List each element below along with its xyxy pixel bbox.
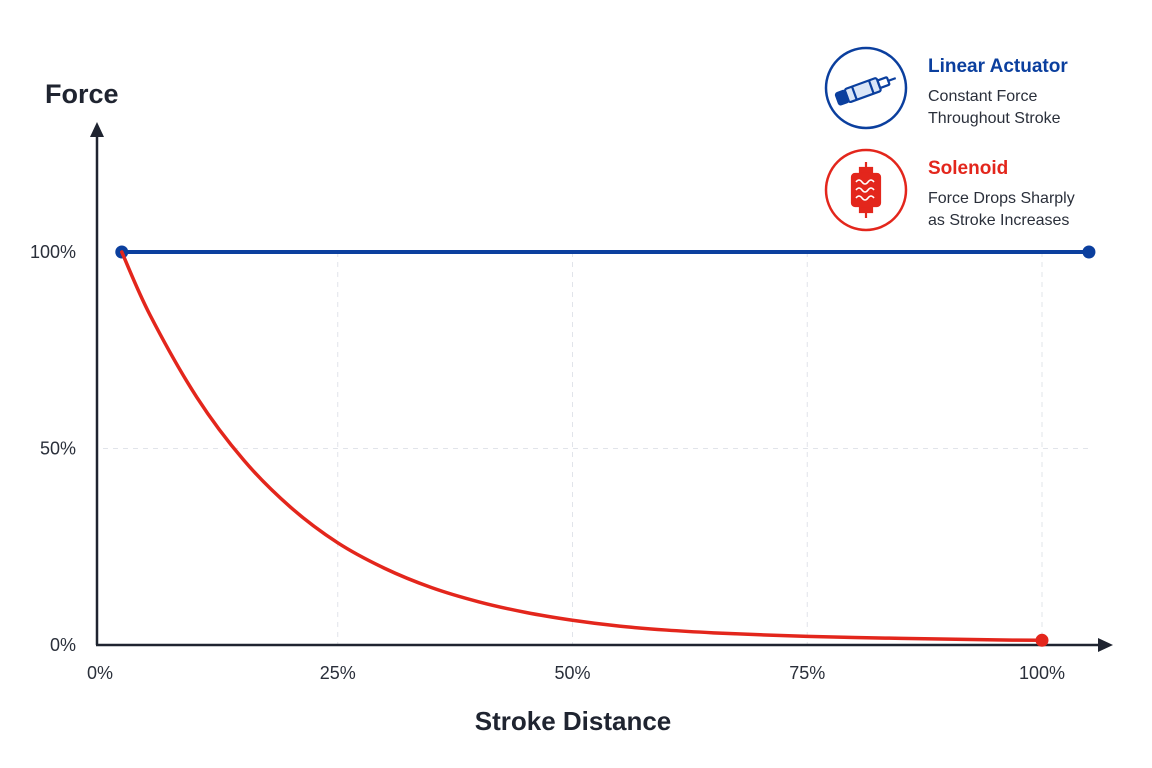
linear-actuator-end-point	[1082, 245, 1096, 259]
x-tick-label: 0%	[87, 663, 113, 683]
y-axis-arrow	[90, 122, 104, 137]
legend-desc-line: Force Drops Sharply	[928, 190, 1075, 207]
y-tick-label: 0%	[50, 635, 76, 655]
axes	[90, 122, 1113, 652]
y-axis-title: Force	[45, 79, 119, 109]
legend-desc-line: Throughout Stroke	[928, 110, 1061, 127]
grid-lines	[103, 252, 1088, 645]
legend-title-solenoid: Solenoid	[928, 158, 1009, 179]
legend-title-linear-actuator: Linear Actuator	[928, 56, 1068, 77]
legend-description-solenoid: Force Drops Sharply as Stroke Increases	[928, 188, 1128, 232]
x-axis-title: Stroke Distance	[475, 706, 672, 736]
x-tick-label: 50%	[554, 663, 590, 683]
legend-item-solenoid: Solenoid Force Drops Sharply as Stroke I…	[824, 148, 1124, 238]
y-tick-label: 50%	[40, 439, 76, 459]
legend-desc-line: Constant Force	[928, 88, 1038, 105]
solenoid-end-point	[1035, 633, 1049, 647]
x-tick-label: 100%	[1019, 663, 1065, 683]
legend-item-linear-actuator: Linear Actuator Constant Force Throughou…	[824, 46, 1124, 136]
legend-desc-line: as Stroke Increases	[928, 212, 1070, 229]
x-tick-label: 75%	[789, 663, 825, 683]
x-tick-label: 25%	[320, 663, 356, 683]
solenoid-icon	[824, 148, 908, 232]
actuator-icon	[824, 46, 908, 130]
y-tick-label: 100%	[30, 242, 76, 262]
solenoid-series-line	[120, 250, 1044, 643]
legend-description-linear-actuator: Constant Force Throughout Stroke	[928, 86, 1128, 130]
x-axis-arrow	[1098, 638, 1113, 652]
